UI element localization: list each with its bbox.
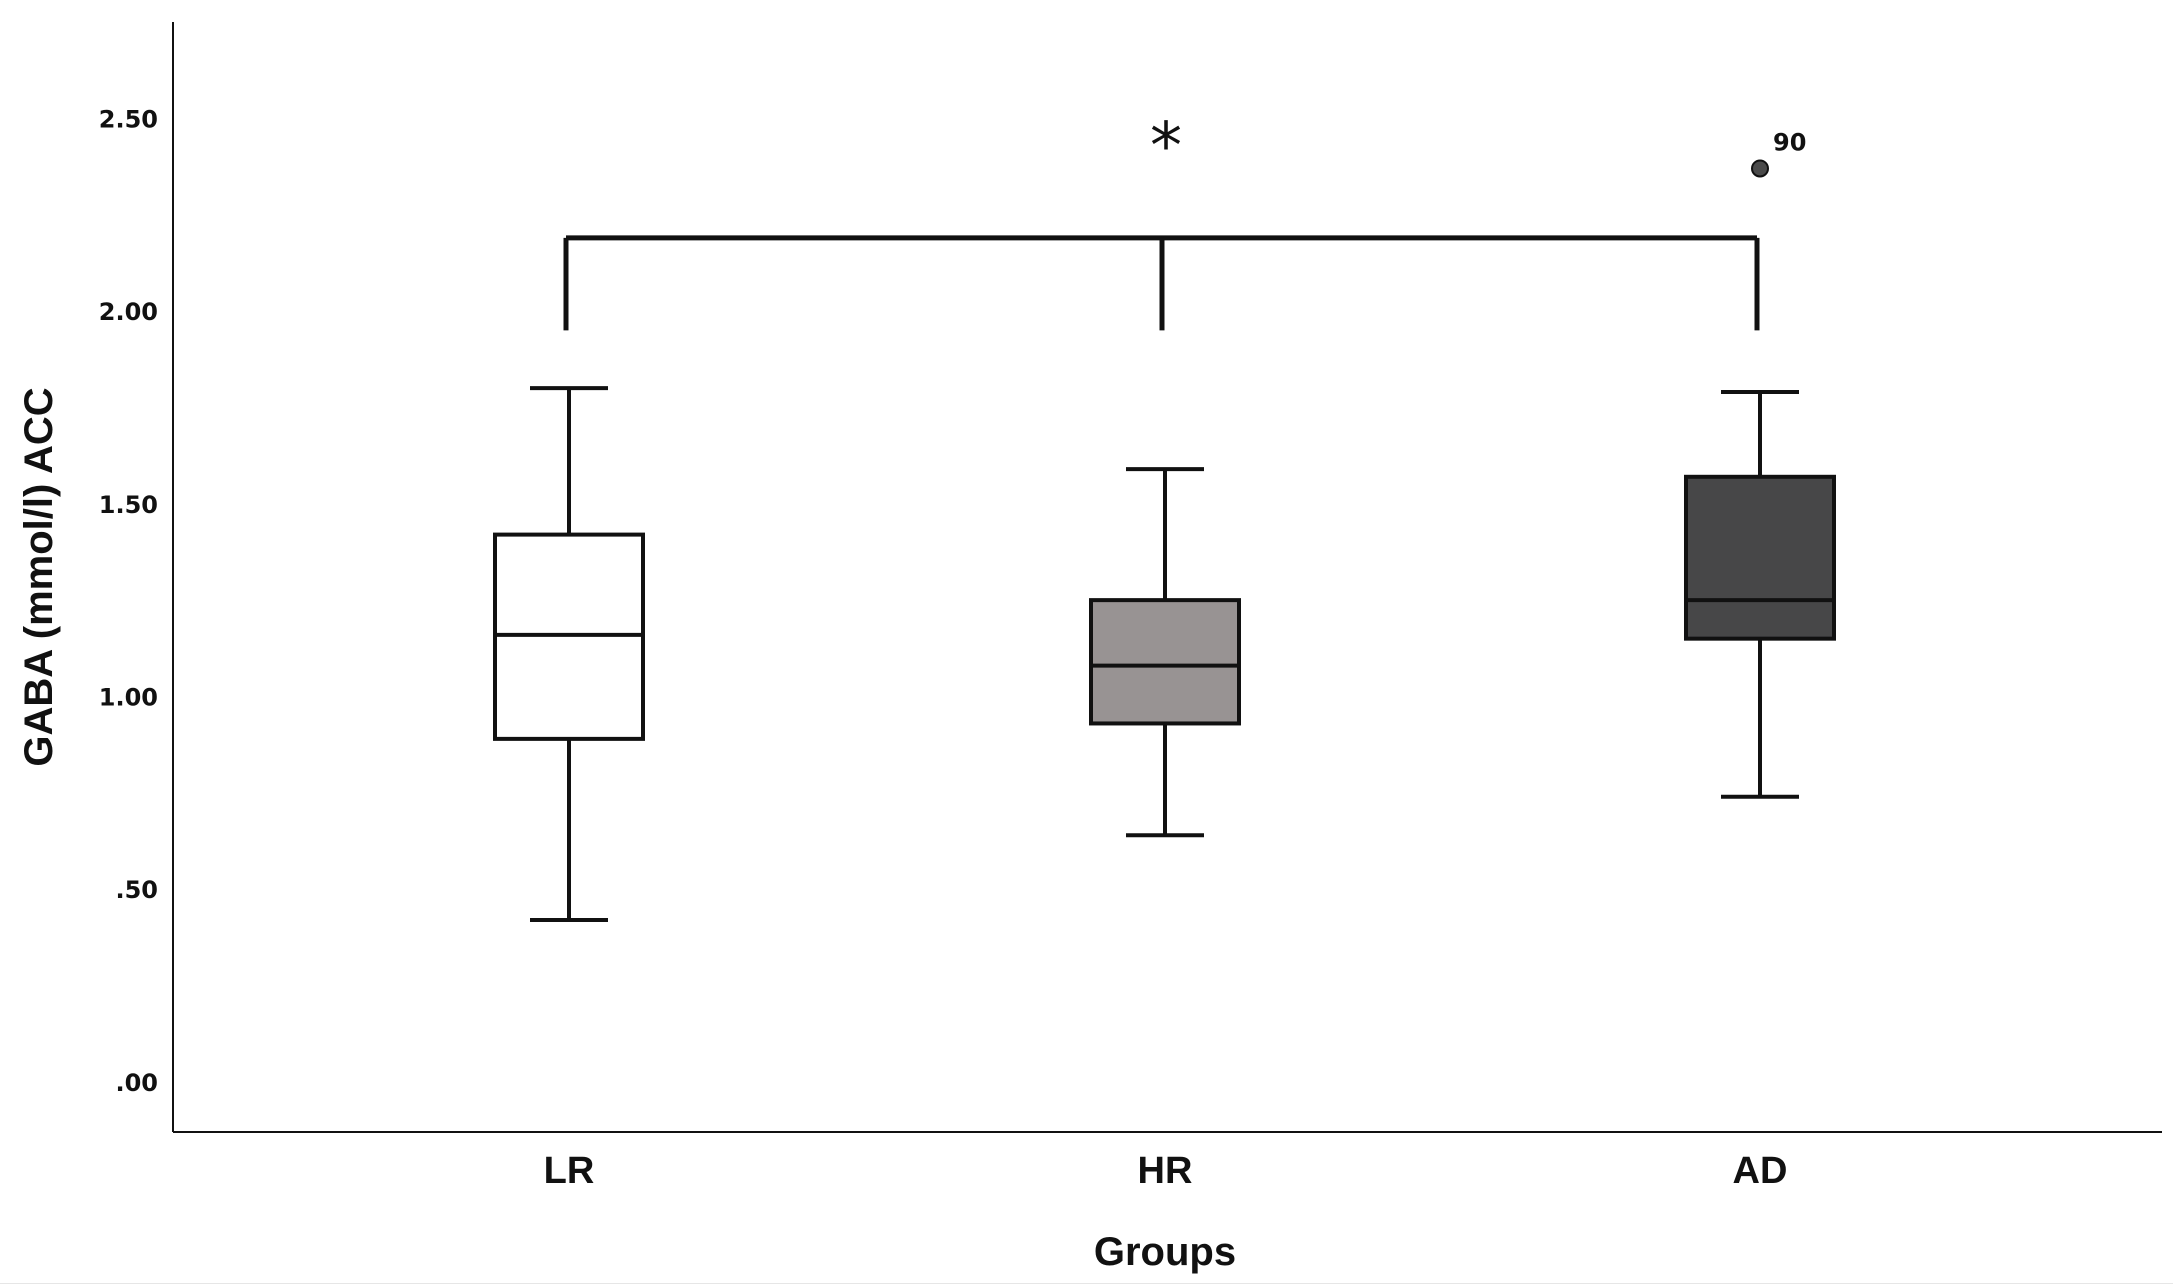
- category-label-lr: LR: [544, 1150, 595, 1192]
- box-hr: [1089, 467, 1241, 838]
- significance-bracket: *: [563, 110, 1760, 331]
- y-tick-label: 1.50: [99, 491, 158, 519]
- iqr-box: [1089, 598, 1241, 726]
- axes: [172, 22, 2162, 1133]
- outliers: 90: [1751, 128, 1806, 178]
- x-axis-title: Groups: [1094, 1230, 1236, 1274]
- category-labels: LR HR AD: [544, 1150, 1788, 1192]
- outlier-point: [1751, 159, 1769, 178]
- significance-marker: *: [1150, 110, 1182, 184]
- box-ad: [1684, 390, 1836, 799]
- y-tick-label: .00: [115, 1069, 158, 1097]
- y-tick-label: 2.00: [99, 298, 158, 326]
- y-axis-title: GABA (mmol/l) ACC: [17, 387, 61, 766]
- iqr-box: [1684, 474, 1836, 641]
- category-label-ad: AD: [1733, 1150, 1788, 1192]
- y-tick-label: 2.50: [99, 105, 158, 133]
- outlier-label: 90: [1773, 128, 1806, 156]
- y-tick-label: .50: [115, 876, 158, 904]
- y-tick-labels: .00 .50 1.00 1.50 2.00 2.50: [99, 105, 158, 1097]
- bottom-divider: [0, 1283, 2173, 1284]
- category-label-hr: HR: [1138, 1150, 1193, 1192]
- box-lr: [493, 386, 645, 923]
- boxes: [493, 386, 1836, 923]
- y-tick-label: 1.00: [99, 683, 158, 711]
